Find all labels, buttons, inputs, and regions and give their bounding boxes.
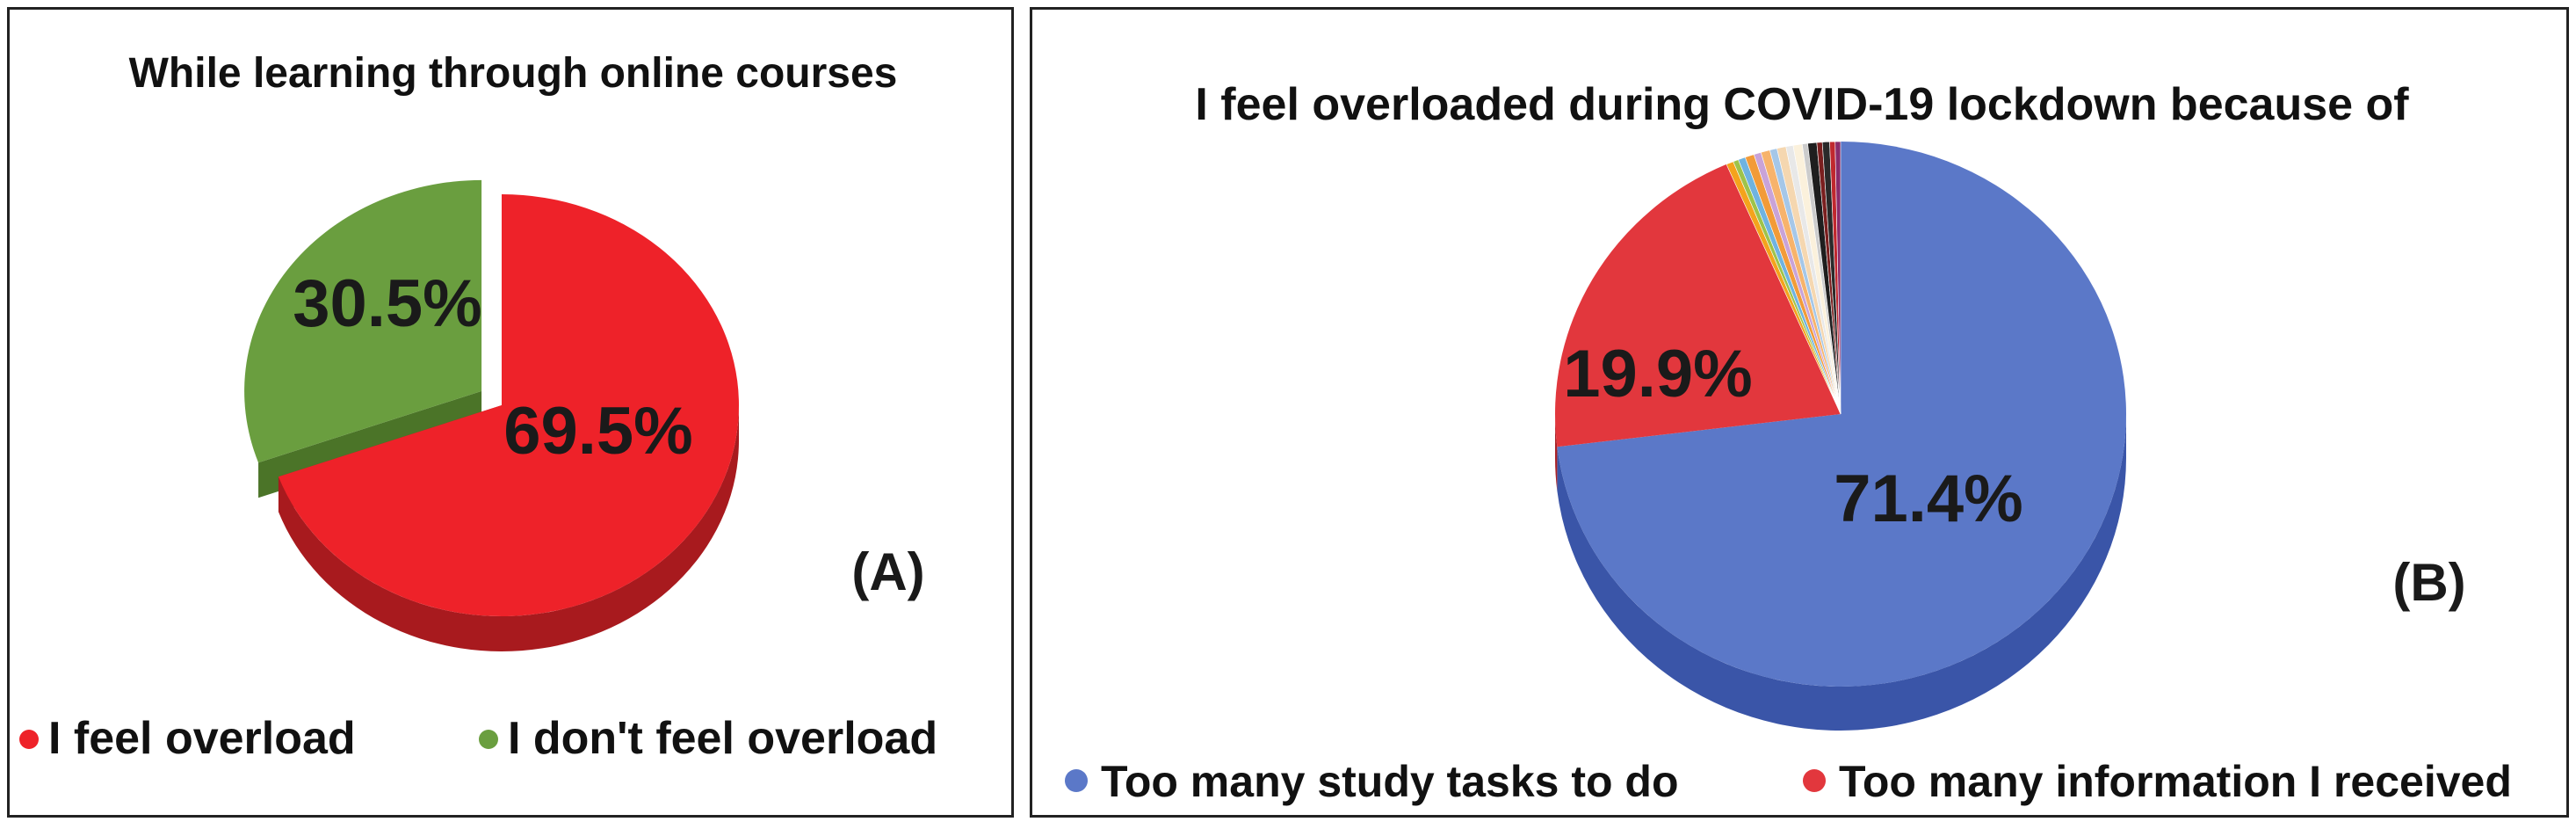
pie-b-slices — [1555, 141, 2126, 731]
pie-a-slices — [244, 179, 740, 651]
slice-dont-feel-overload — [244, 179, 482, 463]
slice-side-1 — [1555, 414, 1558, 491]
panel-a: While learning through online courses 69… — [7, 7, 1014, 818]
legend-label: I feel overload — [48, 713, 356, 764]
chart-a-title: While learning through online courses — [129, 50, 898, 97]
legend-b: Too many study tasks to do Too many infor… — [1065, 757, 2512, 806]
slice-label-dont-feel-overload: 30.5% — [293, 266, 482, 341]
pie-a-labels: 69.5% 30.5% — [293, 266, 693, 469]
slice-label-information: 19.9% — [1563, 337, 1753, 411]
panel-b: I feel overloaded during COVID-19 lockdo… — [1030, 7, 2569, 818]
legend-label: Too many study tasks to do — [1101, 757, 1679, 806]
slice-label-study-tasks: 71.4% — [1834, 462, 2023, 536]
slice-side-0 — [1557, 414, 2126, 731]
legend-a: I feel overload I don't feel overload — [19, 713, 937, 764]
slice-minor-17 — [1834, 141, 1842, 415]
panel-a-label: (A) — [851, 542, 924, 601]
legend-item-study-tasks: Too many study tasks to do — [1065, 757, 1679, 806]
legend-marker — [1065, 769, 1088, 792]
chart-b-title: I feel overloaded during COVID-19 lockdo… — [1195, 79, 2409, 130]
pie-b-labels: 71.4% 19.9% — [1563, 337, 2023, 536]
pie-chart-a: While learning through online courses 69… — [19, 50, 937, 764]
legend-marker — [19, 730, 39, 749]
legend-marker — [1803, 769, 1826, 792]
slice-label-feel-overload: 69.5% — [503, 394, 693, 469]
legend-item-dont-feel-overload: I don't feel overload — [479, 713, 937, 764]
slice-too-many-study-tasks — [1557, 142, 2126, 687]
slice-feel-overload — [278, 194, 740, 616]
slice-side-feel-overload — [278, 405, 740, 651]
legend-marker — [479, 730, 498, 749]
legend-item-feel-overload: I feel overload — [19, 713, 356, 764]
panel-b-label: (B) — [2392, 553, 2465, 612]
pie-chart-b: I feel overloaded during COVID-19 lockdo… — [1065, 79, 2512, 806]
legend-label: I don't feel overload — [508, 713, 937, 764]
legend-label: Too many information I received — [1839, 757, 2512, 806]
legend-item-information: Too many information I received — [1803, 757, 2512, 806]
slice-too-many-information — [1555, 164, 1841, 447]
